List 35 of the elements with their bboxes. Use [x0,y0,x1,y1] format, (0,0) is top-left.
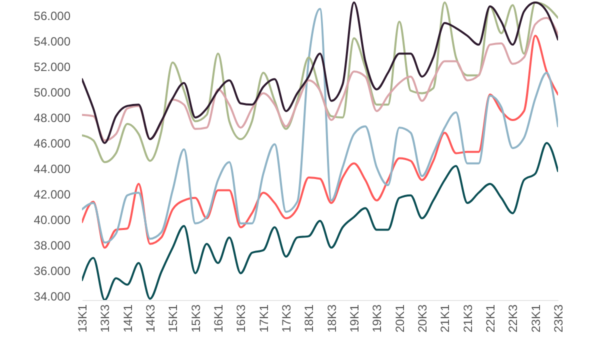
x-tick-label: 17K1 [256,304,271,333]
x-tick-label: 20K3 [416,304,430,333]
x-tick-label: 14K3 [144,304,158,333]
y-tick-label: 40.000 [34,213,71,228]
y-tick-label: 54.000 [34,34,71,48]
y-tick-label: 46.000 [34,136,71,150]
x-tick-label: 19K1 [348,304,362,333]
x-tick-label: 15K1 [166,304,180,333]
x-tick-label: 14K1 [120,304,135,333]
x-tick-label: 22K1 [484,304,498,333]
x-tick-label: 18K3 [324,304,339,333]
x-tick-label: 16K1 [212,304,226,333]
x-tick-label: 20K1 [392,304,407,333]
y-tick-label: 44.000 [34,162,71,176]
x-tick-label: 22K3 [506,304,520,333]
x-tick-label: 17K3 [280,304,294,333]
x-tick-label: 15K3 [188,304,203,333]
x-tick-label: 13K3 [98,304,112,333]
x-tick-label: 23K1 [528,304,543,333]
y-tick-label: 48.000 [34,110,71,125]
x-tick-label: 21K1 [438,304,452,333]
y-tick-label: 36.000 [34,264,71,278]
x-tick-label: 21K3 [460,304,475,333]
y-tick-label: 34.000 [34,290,71,304]
y-tick-label: 52.000 [34,60,71,74]
x-tick-label: 16K3 [234,304,248,333]
x-tick-label: 19K3 [370,304,384,333]
y-tick-label: 50.000 [34,85,71,100]
x-tick-label: 23K3 [552,304,566,333]
y-tick-label: 38.000 [34,238,71,253]
y-tick-label: 42.000 [34,188,71,202]
x-tick-label: 13K1 [76,304,90,333]
y-tick-label: 56.000 [34,8,71,23]
line-series [82,142,558,300]
x-tick-label: 18K1 [302,304,316,333]
